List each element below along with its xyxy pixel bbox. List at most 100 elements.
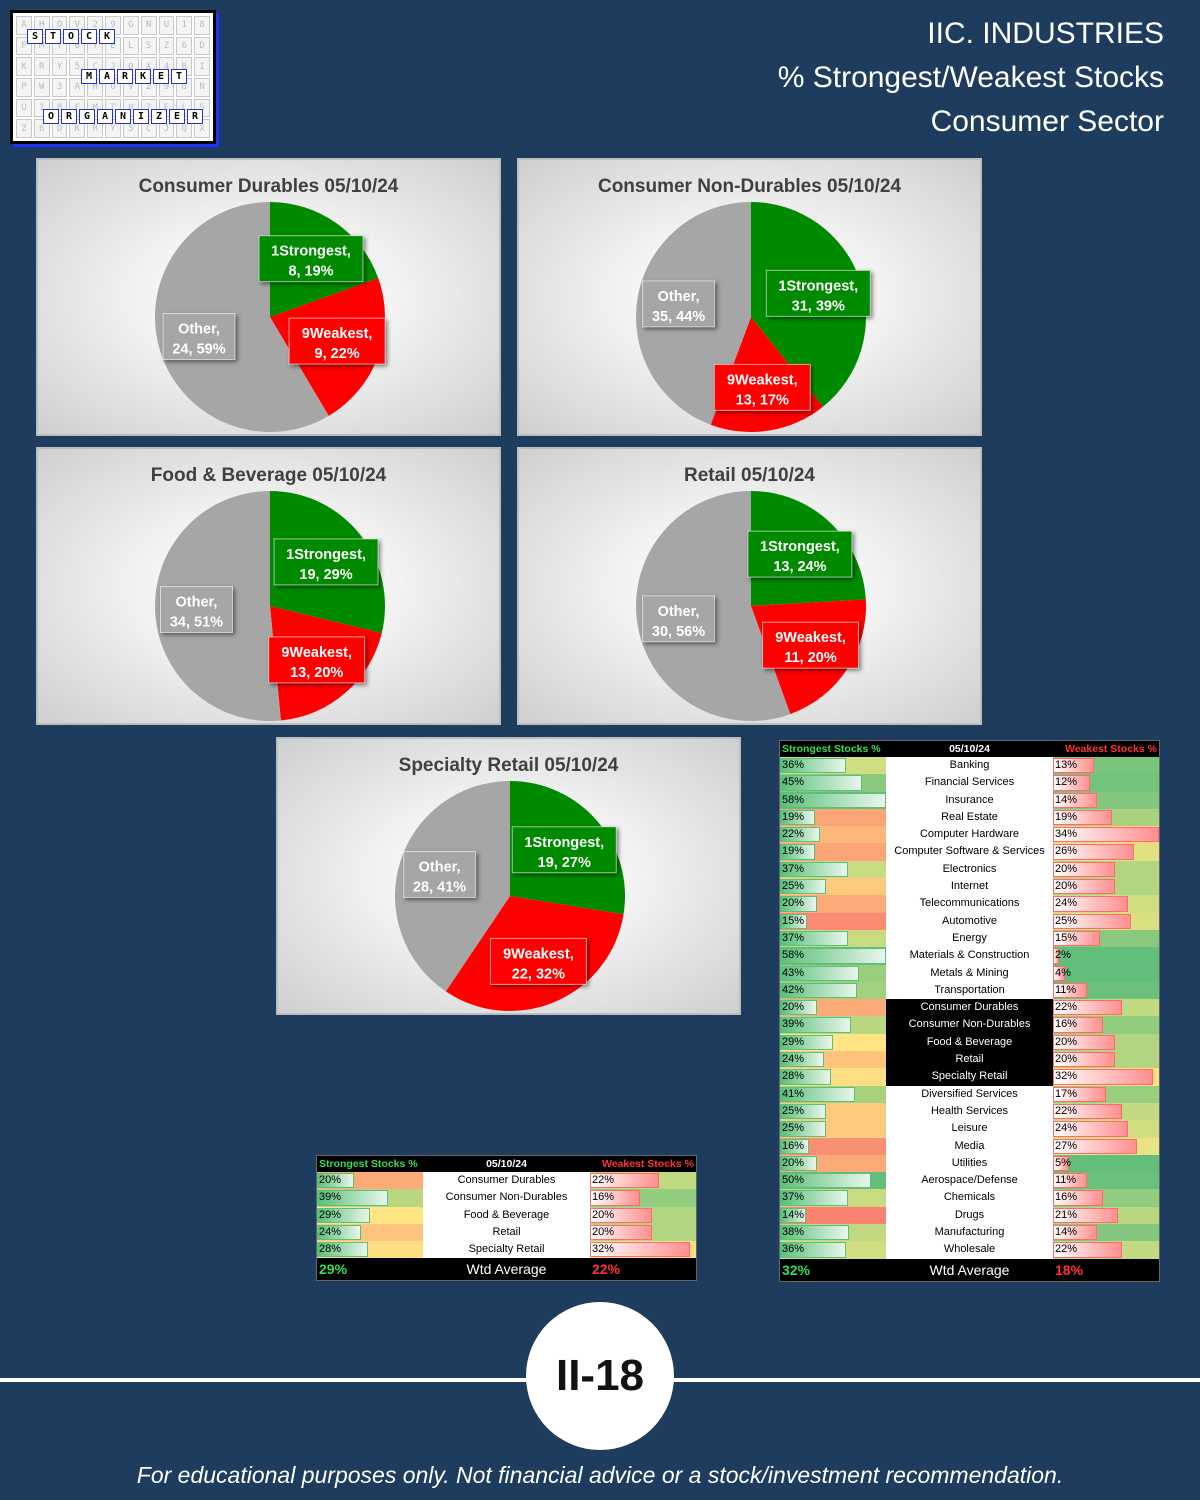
strongest-bar	[780, 1242, 846, 1258]
weakest-cell: 22%	[1053, 1102, 1159, 1121]
data-label-box	[642, 595, 716, 643]
data-label-name: 1Strongest,	[286, 547, 366, 563]
header-strongest: Strongest Stocks %	[319, 1158, 418, 1170]
pie-svg: 1Strongest, 13, 24% 9Weakest, 11, 20% Other,…	[635, 491, 866, 721]
page-number: II-18	[526, 1302, 674, 1450]
table-row: 37% Chemicals 16%	[780, 1189, 1159, 1207]
weakest-bar	[1053, 948, 1060, 964]
strongest-value: 36%	[782, 759, 805, 771]
pie-chart-consumer-non-durables: Consumer Non-Durables 05/10/24 1Stronges…	[517, 158, 982, 436]
industry-name: Media	[886, 1137, 1053, 1155]
weakest-value: 16%	[1055, 1018, 1078, 1031]
logo-letter: E	[153, 69, 169, 84]
strongest-value: 20%	[319, 1174, 342, 1186]
weakest-cell: 20%	[1053, 1033, 1159, 1052]
industry-name: Food & Beverage	[423, 1206, 590, 1224]
strongest-cell: 24%	[780, 1051, 886, 1069]
logo-letter: S	[27, 29, 43, 44]
strongest-value: 19%	[782, 845, 805, 858]
weakest-value: 17%	[1055, 1087, 1078, 1100]
strongest-value: 24%	[782, 1053, 805, 1066]
strongest-bar	[780, 1086, 855, 1102]
strongest-bar	[780, 1103, 826, 1120]
chart-title: Retail 05/10/24	[684, 465, 815, 486]
table-row: 43% Metals & Mining 4%	[780, 964, 1159, 982]
weakest-bar	[1053, 896, 1128, 912]
strongest-bar	[780, 1121, 826, 1137]
weakest-value: 20%	[592, 1208, 615, 1221]
strongest-value: 41%	[782, 1087, 805, 1100]
logo-grid-cell: W	[33, 77, 50, 97]
strongest-cell: 22%	[780, 826, 886, 844]
logo-grid-cell: 3	[51, 77, 68, 97]
strongest-bar	[780, 965, 859, 981]
logo-grid-cell: Z	[16, 119, 32, 138]
table-row: 20% Utilities 5%	[780, 1154, 1159, 1173]
strongest-bar	[780, 896, 817, 912]
strongest-value: 39%	[319, 1191, 342, 1204]
weakest-bar	[1053, 1138, 1138, 1154]
weakest-value: 15%	[1055, 931, 1078, 944]
weakest-bar	[1053, 879, 1116, 895]
strongest-cell: 29%	[780, 1033, 886, 1052]
weakest-value: 11%	[1055, 1174, 1077, 1187]
strongest-cell: 37%	[780, 1189, 886, 1207]
strongest-cell: 39%	[780, 1016, 886, 1034]
weakest-cell: 16%	[590, 1189, 696, 1207]
weakest-value: 12%	[1055, 776, 1078, 789]
table-row: 38% Manufacturing 14%	[780, 1224, 1159, 1242]
table-row: 19% Computer Software & Services 26%	[780, 843, 1159, 861]
industry-name: Consumer Durables	[886, 999, 1053, 1017]
data-label-value: 9, 22%	[315, 346, 360, 362]
strongest-bar	[780, 861, 848, 878]
logo-grid-cell: D	[194, 36, 210, 56]
strongest-bar	[780, 844, 815, 860]
heat-bg	[1053, 964, 1159, 982]
weakest-cell: 32%	[590, 1241, 696, 1259]
logo-grid-cell: R	[33, 57, 50, 76]
pie-chart-consumer-durables: Consumer Durables 05/10/24 1Strongest, 8,…	[36, 158, 501, 436]
table-row: 41% Diversified Services 17%	[780, 1085, 1159, 1103]
data-label-name: 9Weakest,	[281, 645, 352, 661]
table-row: 29% Food & Beverage 20%	[317, 1206, 696, 1224]
strongest-value: 14%	[782, 1208, 805, 1221]
weakest-cell: 22%	[1053, 1241, 1159, 1259]
weakest-bar	[1053, 861, 1116, 878]
weakest-cell: 20%	[1053, 860, 1159, 879]
weakest-cell: 20%	[1053, 878, 1159, 896]
table-row: 29% Food & Beverage 20%	[780, 1033, 1159, 1052]
strongest-cell: 19%	[780, 843, 886, 861]
strongest-value: 29%	[319, 1208, 342, 1221]
industry-name: Health Services	[886, 1102, 1053, 1121]
weakest-value: 13%	[1055, 759, 1078, 771]
strongest-bar	[780, 809, 815, 826]
weakest-cell: 24%	[1053, 1120, 1159, 1138]
table-header-row: Strongest Stocks % 05/10/24 Weakest Stocks…	[317, 1156, 696, 1172]
data-label-value: 13, 24%	[773, 559, 826, 575]
strongest-value: 42%	[782, 983, 805, 996]
strongest-value: 20%	[782, 1156, 805, 1169]
logo-letter: T	[45, 29, 61, 44]
table-row: 36% Wholesale 22%	[780, 1241, 1159, 1259]
strongest-cell: 37%	[780, 929, 886, 948]
weakest-cell: 15%	[1053, 929, 1159, 948]
data-label-value: 19, 29%	[299, 567, 352, 583]
weakest-cell: 32%	[1053, 1068, 1159, 1086]
weakest-bar	[590, 1242, 690, 1258]
table-row: 19% Real Estate 19%	[780, 808, 1159, 827]
pie-chart-specialty-retail: Specialty Retail 05/10/24 1Strongest, 19,…	[276, 737, 741, 1015]
table-row: 16% Media 27%	[780, 1137, 1159, 1155]
strongest-cell: 42%	[780, 981, 886, 1000]
strongest-cell: 36%	[780, 1241, 886, 1259]
strongest-bar	[780, 1000, 817, 1016]
logo-letter: M	[81, 69, 97, 84]
industry-name: Computer Hardware	[886, 826, 1053, 844]
industry-name: Consumer Durables	[423, 1172, 590, 1190]
header-date: 05/10/24	[486, 1158, 527, 1170]
strongest-bar	[780, 1017, 852, 1033]
data-label-box	[762, 621, 860, 669]
strongest-cell: 41%	[780, 1085, 886, 1103]
strongest-bar	[780, 1069, 832, 1085]
data-label-value: 35, 44%	[652, 309, 705, 325]
data-label-box	[747, 530, 853, 578]
